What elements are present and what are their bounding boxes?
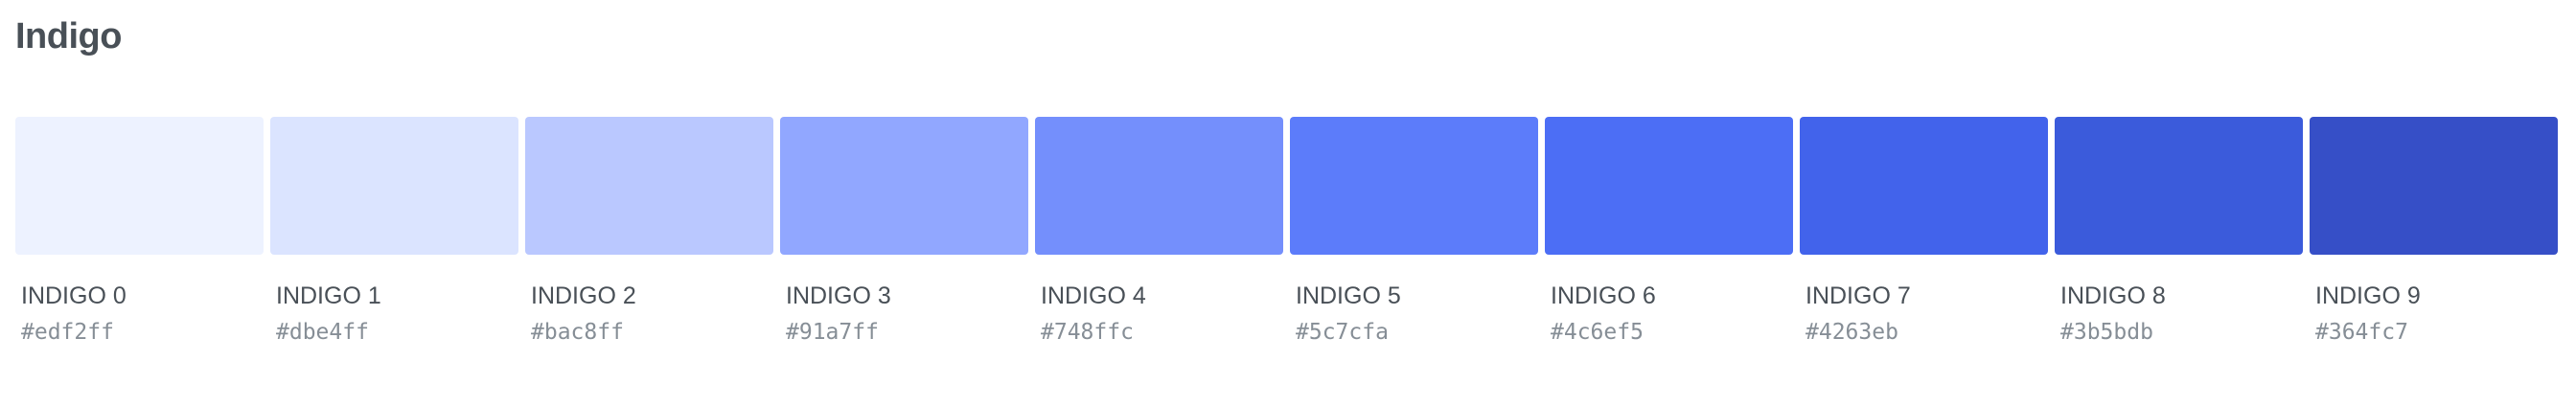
swatch-indigo-1: INDIGO 1 #dbe4ff — [270, 117, 518, 348]
swatch-color — [1290, 117, 1538, 255]
swatch-color — [1800, 117, 2048, 255]
swatch-indigo-7: INDIGO 7 #4263eb — [1800, 117, 2048, 348]
swatch-row: INDIGO 0 #edf2ff INDIGO 1 #dbe4ff INDIGO… — [15, 117, 2561, 348]
swatch-color — [780, 117, 1028, 255]
swatch-name: INDIGO 0 — [21, 282, 126, 309]
swatch-hex: #4263eb — [1806, 320, 1898, 345]
swatch-name: INDIGO 3 — [786, 282, 891, 309]
swatch-indigo-8: INDIGO 8 #3b5bdb — [2055, 117, 2303, 348]
swatch-name: INDIGO 1 — [276, 282, 381, 309]
swatch-name: INDIGO 6 — [1551, 282, 1656, 309]
swatch-color — [15, 117, 264, 255]
swatch-color — [525, 117, 773, 255]
swatch-color — [1035, 117, 1283, 255]
swatch-name: INDIGO 2 — [531, 282, 636, 309]
swatch-hex: #748ffc — [1041, 320, 1134, 345]
swatch-hex: #3b5bdb — [2060, 320, 2153, 345]
swatch-name: INDIGO 9 — [2315, 282, 2421, 309]
swatch-hex: #dbe4ff — [276, 320, 369, 345]
swatch-hex: #364fc7 — [2315, 320, 2408, 345]
swatch-name: INDIGO 4 — [1041, 282, 1146, 309]
swatch-name: INDIGO 7 — [1806, 282, 1911, 309]
swatch-name: INDIGO 5 — [1296, 282, 1401, 309]
swatch-indigo-5: INDIGO 5 #5c7cfa — [1290, 117, 1538, 348]
swatch-indigo-3: INDIGO 3 #91a7ff — [780, 117, 1028, 348]
swatch-name: INDIGO 8 — [2060, 282, 2166, 309]
swatch-hex: #5c7cfa — [1296, 320, 1389, 345]
swatch-indigo-2: INDIGO 2 #bac8ff — [525, 117, 773, 348]
swatch-indigo-6: INDIGO 6 #4c6ef5 — [1545, 117, 1793, 348]
swatch-hex: #91a7ff — [786, 320, 879, 345]
swatch-hex: #bac8ff — [531, 320, 624, 345]
swatch-color — [270, 117, 518, 255]
swatch-color — [2055, 117, 2303, 255]
swatch-hex: #4c6ef5 — [1551, 320, 1644, 345]
swatch-indigo-9: INDIGO 9 #364fc7 — [2310, 117, 2558, 348]
page-title: Indigo — [15, 16, 122, 56]
swatch-color — [2310, 117, 2558, 255]
swatch-hex: #edf2ff — [21, 320, 114, 345]
swatch-indigo-4: INDIGO 4 #748ffc — [1035, 117, 1283, 348]
swatch-indigo-0: INDIGO 0 #edf2ff — [15, 117, 264, 348]
swatch-color — [1545, 117, 1793, 255]
